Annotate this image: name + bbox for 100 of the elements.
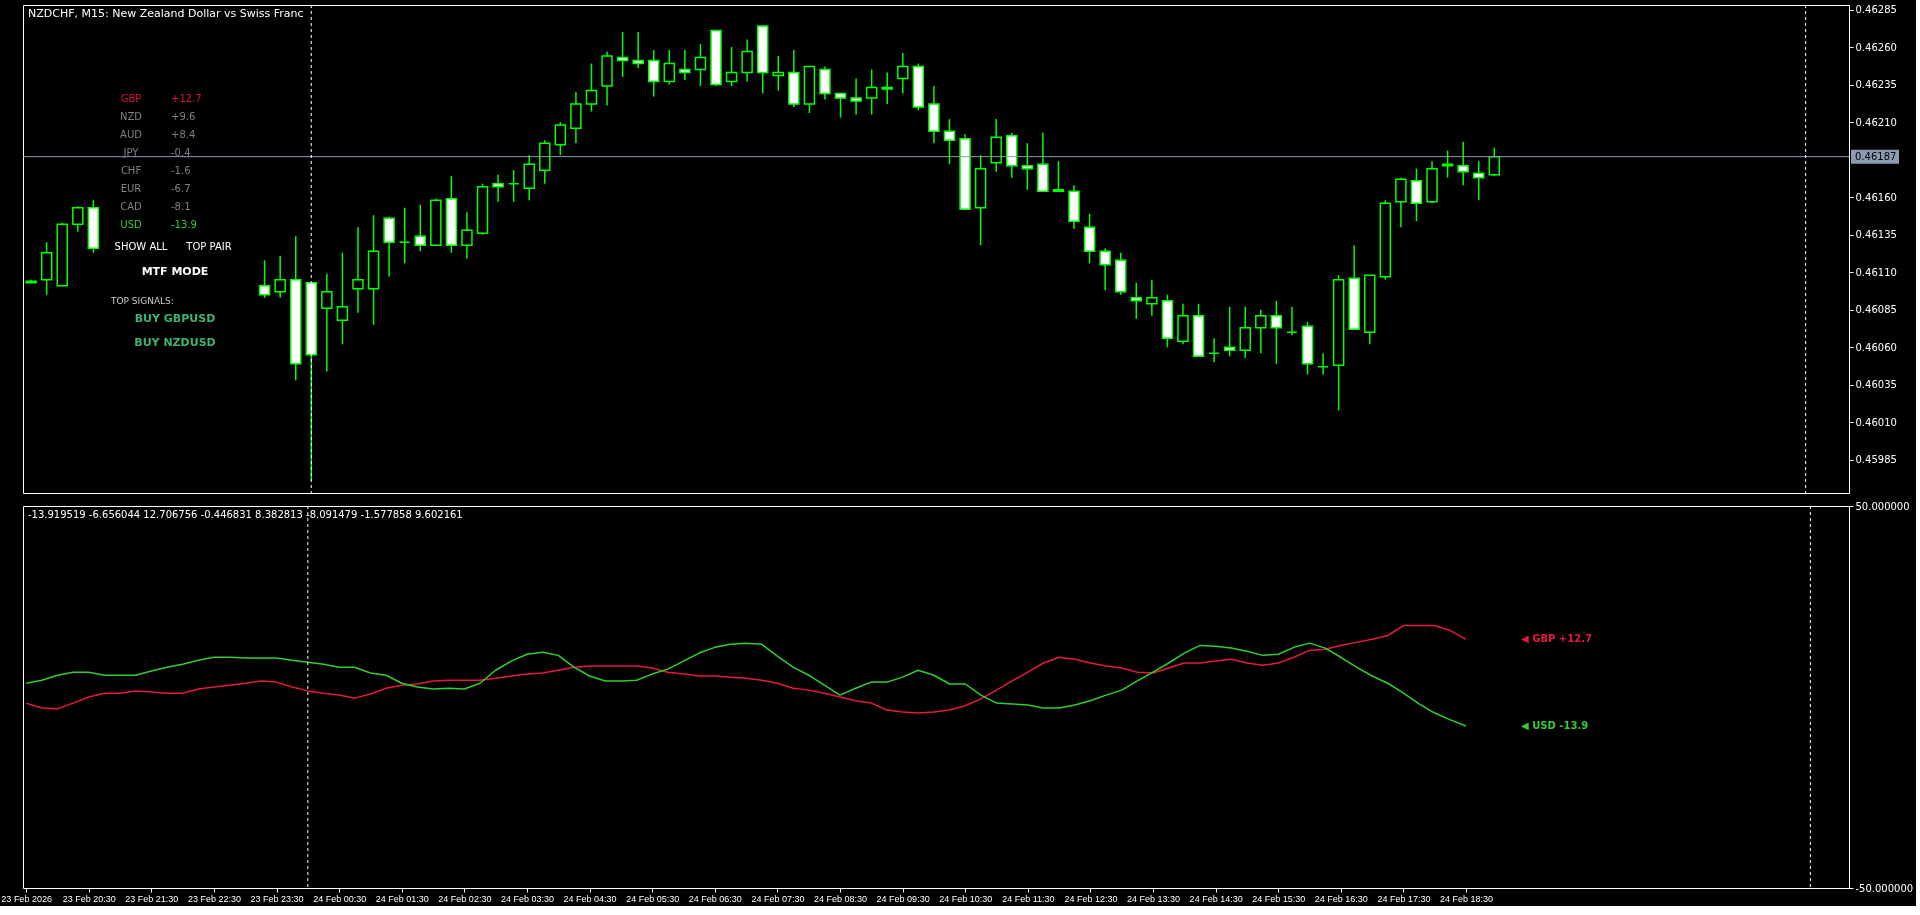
candlestick <box>881 71 893 105</box>
y-tick-label: 0.46035 <box>1855 379 1897 391</box>
candlestick <box>398 206 411 265</box>
candlestick <box>850 77 862 116</box>
candlestick <box>492 173 504 203</box>
x-tick-label: 24 Feb 02:30 <box>438 893 492 904</box>
annotation: BUY NZDUSD <box>134 336 216 349</box>
x-tick-label: 24 Feb 18:30 <box>1440 893 1494 904</box>
candlestick <box>1472 160 1485 201</box>
candlestick <box>1410 167 1423 222</box>
x-tick-label: 24 Feb 01:30 <box>375 893 429 904</box>
y-tick-label: 50.000000 <box>1855 500 1910 512</box>
x-tick-label: 24 Feb 10:30 <box>939 893 993 904</box>
x-tick-label: 24 Feb 15:30 <box>1252 893 1306 904</box>
y-tick-label: 0.46285 <box>1855 4 1897 15</box>
y-tick-label: 0.46210 <box>1855 116 1897 128</box>
x-tick-label: 23 Feb 20:30 <box>62 893 116 904</box>
candlestick <box>1395 176 1407 228</box>
candlestick <box>72 205 84 233</box>
x-tick-label: 24 Feb 08:30 <box>813 893 868 904</box>
annotation: SHOW ALL <box>114 241 168 252</box>
x-tick-label: 24 Feb 14:30 <box>1189 893 1243 904</box>
annotation: -13.919519 -6.656044 12.706756 -0.446831 8.382813 -8.091479 -1.577858 9.602161 <box>28 509 463 520</box>
candlestick <box>507 169 520 203</box>
candlestick <box>321 273 333 373</box>
annotation: TOP SIGNALS: <box>110 296 174 306</box>
x-tick-label: 24 Feb 17:30 <box>1377 893 1431 904</box>
candlestick <box>1286 306 1298 337</box>
candlestick <box>258 259 271 299</box>
candlestick <box>694 43 707 87</box>
candlestick <box>834 92 847 119</box>
candlestick <box>679 49 691 81</box>
y-tick-label: 0.46010 <box>1855 416 1897 428</box>
candlestick <box>1239 306 1251 359</box>
candlestick <box>554 121 567 156</box>
candlestick <box>741 38 753 83</box>
annotation: EUR <box>120 183 142 194</box>
candlestick <box>352 226 364 314</box>
candlestick <box>632 31 644 69</box>
y-tick-label: -50.000000 <box>1855 882 1914 894</box>
candlestick <box>461 211 473 260</box>
x-tick-label: 24 Feb 07:30 <box>751 893 805 904</box>
x-tick-label: 24 Feb 06:30 <box>688 893 742 904</box>
x-tick-label: 24 Feb 16:30 <box>1314 893 1368 904</box>
y-tick-label: 0.46110 <box>1855 266 1897 278</box>
text: ◀ USD -13.9 <box>1521 720 1589 732</box>
annotation: JPY <box>122 147 140 158</box>
x-tick-label: 24 Feb 00:30 <box>313 893 367 904</box>
annotation: NZD <box>119 111 143 122</box>
annotation: +12.7 <box>171 93 202 104</box>
candlestick <box>1208 337 1220 364</box>
x-tick-label: 24 Feb 09:30 <box>876 893 930 904</box>
annotation: CAD <box>120 201 143 212</box>
annotation: -0.4 <box>171 147 191 158</box>
x-tick-label: 24 Feb 11:30 <box>1002 893 1055 904</box>
candlestick <box>1130 282 1143 320</box>
annotation: -1.6 <box>171 165 191 176</box>
y-tick-label: 0.46085 <box>1855 304 1897 316</box>
y-tick-label: 0.46235 <box>1855 79 1897 91</box>
x-tick-label: 24 Feb 05:30 <box>626 893 680 904</box>
annotation: AUD <box>120 129 143 140</box>
y-tick-label: 0.46260 <box>1855 41 1897 53</box>
x-tick-label: 24 Feb 03:30 <box>500 893 554 904</box>
x-tick-label: 23 Feb 23:30 <box>250 893 304 904</box>
x-tick-label: 23 Feb 2026 <box>1 893 52 904</box>
x-tick-label: 24 Feb 13:30 <box>1127 893 1181 904</box>
ref-line-label: 0.46187 <box>1855 150 1897 162</box>
y-tick-label: 0.46060 <box>1855 341 1897 353</box>
text: ◀ GBP +12.7 <box>1521 633 1592 645</box>
candlestick <box>1052 160 1065 192</box>
candlestick <box>1099 247 1111 292</box>
x-tick-label: 24 Feb 04:30 <box>563 893 617 904</box>
annotation: CHF <box>120 165 142 176</box>
candlestick <box>1146 279 1158 317</box>
x-tick-label: 23 Feb 22:30 <box>187 893 241 904</box>
candlestick <box>663 49 676 86</box>
candlestick <box>585 62 598 113</box>
annotation: MTF MODE <box>141 265 209 278</box>
candlestick <box>336 252 349 346</box>
candlestick <box>1317 352 1329 376</box>
annotation: -13.9 <box>171 219 197 230</box>
candlestick <box>943 118 956 165</box>
candlestick <box>865 68 878 116</box>
line-series <box>25 642 1467 727</box>
y-tick-label: 0.45985 <box>1855 454 1897 466</box>
x-tick-label: 24 Feb 12:30 <box>1064 893 1118 904</box>
x-tick-label: 23 Feb 21:30 <box>125 893 179 904</box>
annotation: GBP <box>120 93 142 104</box>
candlestick <box>1255 309 1267 355</box>
candlestick <box>897 52 909 95</box>
annotation: +9.6 <box>171 111 196 122</box>
candlestick <box>414 203 427 252</box>
candlestick <box>725 46 738 87</box>
annotation: -6.7 <box>171 183 191 194</box>
line-series <box>25 624 1467 714</box>
annotation: TOP PAIR <box>185 241 232 252</box>
candlestick <box>647 49 660 98</box>
candlestick <box>1457 140 1469 186</box>
annotation: BUY GBPUSD <box>134 312 216 325</box>
y-tick-label: 0.46135 <box>1855 229 1897 241</box>
